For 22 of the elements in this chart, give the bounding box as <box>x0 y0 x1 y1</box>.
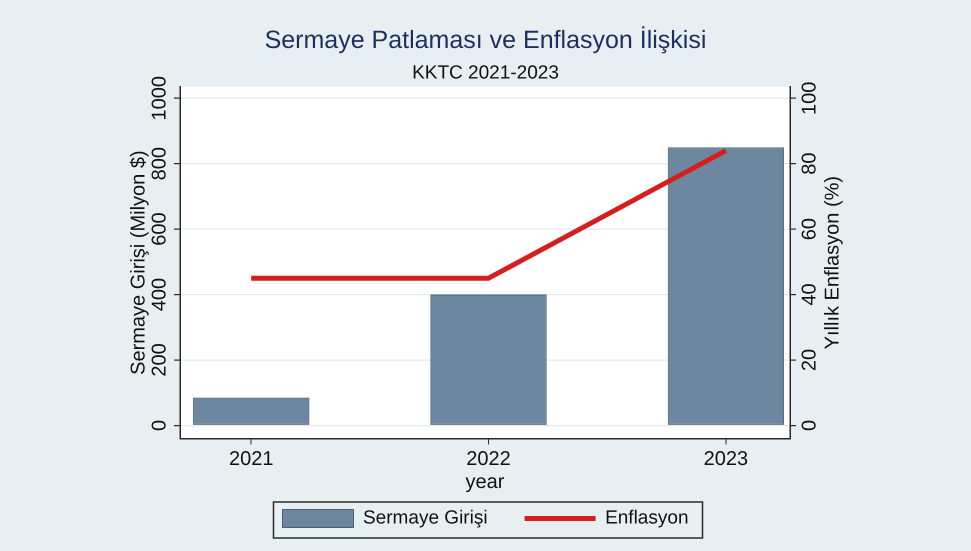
y2-tick-label: 20 <box>798 348 821 372</box>
y-tick-label: 800 <box>148 146 171 180</box>
y-tick-label: 400 <box>148 278 171 312</box>
y2-axis-title: Yıllık Enflasyon (%) <box>822 176 844 350</box>
x-tick-label: 2023 <box>704 448 748 470</box>
chart-subtitle: KKTC 2021-2023 <box>412 62 559 84</box>
y-tick-label: 200 <box>148 343 171 377</box>
y2-tick-label: 0 <box>798 420 821 431</box>
legend-label: Enflasyon <box>605 508 689 529</box>
chart-title: Sermaye Patlaması ve Enflasyon İlişkisi <box>264 26 706 54</box>
y2-tick-label: 80 <box>798 152 821 175</box>
y2-tick-label: 100 <box>798 82 821 115</box>
y-tick-label: 1000 <box>148 76 171 120</box>
y2-tick-label: 60 <box>798 218 821 240</box>
y-axis-title: Sermaye Girişi (Milyon $) <box>128 150 150 375</box>
y-tick-label: 0 <box>148 420 171 431</box>
x-tick-label: 2021 <box>228 448 274 470</box>
legend-label: Sermaye Girişi <box>362 508 488 529</box>
x-axis-title: year <box>466 471 505 494</box>
x-tick-label: 2022 <box>466 448 511 470</box>
y2-tick-label: 40 <box>798 283 821 306</box>
y-tick-label: 600 <box>148 212 171 246</box>
